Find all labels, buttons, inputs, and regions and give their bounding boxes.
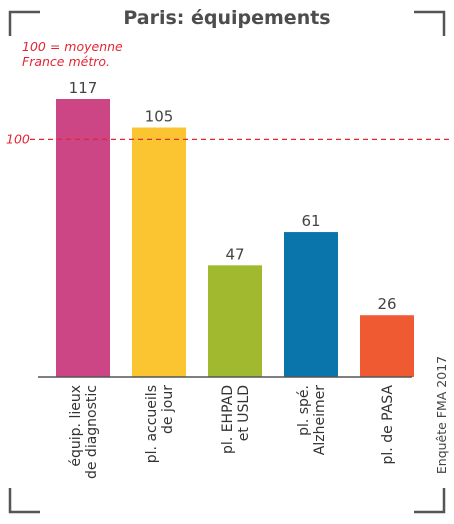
bar-4 bbox=[284, 232, 338, 377]
value-label-4: 61 bbox=[301, 212, 320, 230]
frame-corner-top-left bbox=[8, 10, 40, 36]
value-labels: 117 105 47 61 26 bbox=[69, 79, 397, 313]
frame-corner-bottom-left bbox=[8, 488, 40, 514]
bar-3 bbox=[208, 265, 262, 377]
category-label-4-line-1: pl. spé. bbox=[296, 385, 312, 436]
category-label-1-line-1: équip. lieux bbox=[68, 385, 84, 467]
chart-title: Paris: équipements bbox=[123, 7, 330, 29]
bar-5 bbox=[360, 315, 414, 377]
category-label-4-line-2: Alzheimer bbox=[312, 385, 328, 455]
source-label: Enquête FMA 2017 bbox=[434, 356, 449, 474]
frame-corner-bottom-right bbox=[414, 488, 446, 514]
category-label-3-line-1: pl. EHPAD bbox=[220, 385, 236, 454]
bar-2 bbox=[132, 127, 186, 377]
frame-corners bbox=[8, 10, 446, 514]
category-label-1-line-2: de diagnostic bbox=[84, 385, 100, 479]
value-label-2: 105 bbox=[145, 108, 174, 126]
frame-corner-top-right bbox=[414, 10, 446, 36]
category-labels: équip. lieux de diagnostic pl. accueils de … bbox=[68, 385, 396, 479]
category-label-3-line-2: et USLD bbox=[236, 385, 252, 441]
reference-note-line-2: France métro. bbox=[22, 54, 110, 69]
value-label-3: 47 bbox=[225, 245, 244, 263]
bar-1 bbox=[56, 99, 110, 377]
category-label-2-line-2: de jour bbox=[160, 385, 176, 434]
category-label-2-line-1: pl. accueils bbox=[144, 385, 160, 463]
value-label-1: 117 bbox=[69, 79, 98, 97]
reference-note-line-1: 100 = moyenne bbox=[22, 39, 123, 54]
bars bbox=[56, 99, 414, 377]
category-label-5-line-1: pl. de PASA bbox=[380, 385, 396, 465]
value-label-5: 26 bbox=[377, 295, 396, 313]
reference-line-label: 100 bbox=[6, 131, 30, 146]
